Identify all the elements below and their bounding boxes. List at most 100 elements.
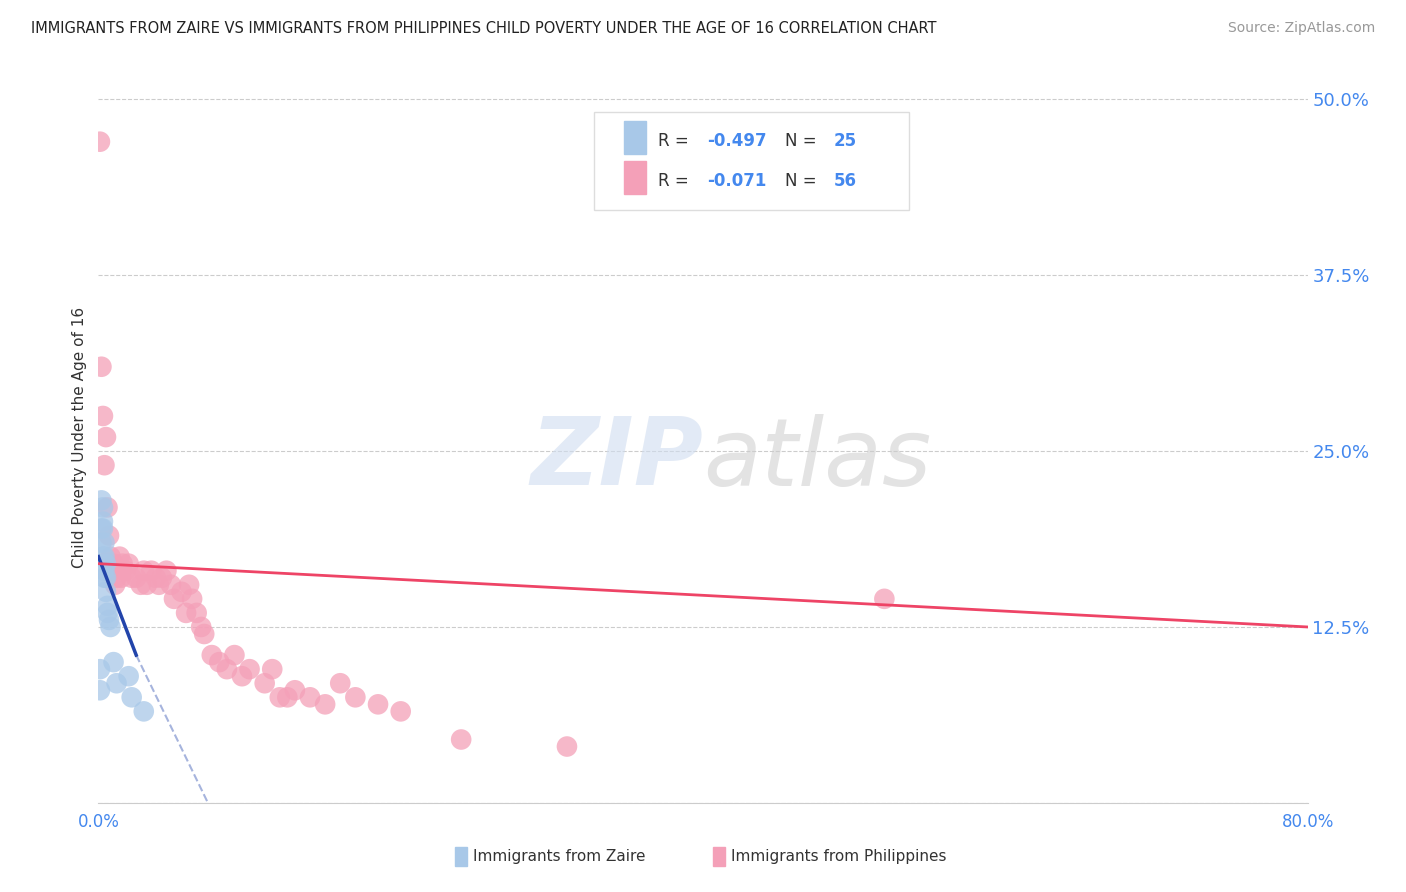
- FancyBboxPatch shape: [595, 112, 908, 211]
- Text: atlas: atlas: [703, 414, 931, 505]
- Point: [118, 669, 141, 683]
- Text: Immigrants from Zaire: Immigrants from Zaire: [474, 848, 645, 863]
- Point: [132, 705, 155, 719]
- Point: [253, 676, 276, 690]
- Point: [231, 669, 253, 683]
- Text: R =: R =: [658, 171, 695, 190]
- Point: [160, 578, 183, 592]
- Point: [94, 584, 117, 599]
- Point: [145, 571, 167, 585]
- Point: [132, 564, 155, 578]
- Text: 25: 25: [834, 132, 856, 150]
- Bar: [624, 161, 647, 194]
- Point: [93, 535, 115, 549]
- Text: N =: N =: [785, 132, 823, 150]
- Text: N =: N =: [785, 171, 823, 190]
- Point: [100, 549, 122, 564]
- Point: [89, 683, 111, 698]
- Point: [129, 578, 152, 592]
- Point: [329, 676, 352, 690]
- Point: [103, 655, 125, 669]
- Point: [94, 430, 117, 444]
- Point: [108, 549, 131, 564]
- Point: [276, 690, 298, 705]
- Point: [284, 683, 307, 698]
- Point: [262, 662, 284, 676]
- Point: [239, 662, 262, 676]
- Text: -0.497: -0.497: [707, 132, 766, 150]
- Text: Immigrants from Philippines: Immigrants from Philippines: [731, 848, 946, 863]
- Point: [100, 620, 122, 634]
- Point: [90, 535, 112, 549]
- Point: [135, 578, 157, 592]
- Point: [186, 606, 208, 620]
- Point: [96, 500, 118, 515]
- Point: [94, 571, 117, 585]
- Point: [389, 705, 412, 719]
- Text: Source: ZipAtlas.com: Source: ZipAtlas.com: [1227, 21, 1375, 35]
- Point: [118, 557, 141, 571]
- Point: [190, 620, 212, 634]
- Point: [224, 648, 246, 662]
- Point: [110, 571, 132, 585]
- Point: [555, 739, 578, 754]
- Point: [91, 515, 114, 529]
- Point: [269, 690, 291, 705]
- Bar: [456, 847, 467, 866]
- Point: [193, 627, 215, 641]
- Bar: [624, 121, 647, 154]
- Point: [179, 578, 201, 592]
- Text: IMMIGRANTS FROM ZAIRE VS IMMIGRANTS FROM PHILIPPINES CHILD POVERTY UNDER THE AGE: IMMIGRANTS FROM ZAIRE VS IMMIGRANTS FROM…: [31, 21, 936, 36]
- Point: [314, 698, 336, 712]
- Point: [93, 549, 115, 564]
- Point: [90, 359, 112, 374]
- Point: [89, 135, 111, 149]
- Text: -0.071: -0.071: [707, 171, 766, 190]
- Point: [93, 571, 115, 585]
- Y-axis label: Child Poverty Under the Age of 16: Child Poverty Under the Age of 16: [72, 307, 87, 567]
- Point: [208, 655, 231, 669]
- Point: [98, 613, 121, 627]
- Point: [121, 571, 143, 585]
- Point: [93, 564, 115, 578]
- Point: [121, 690, 143, 705]
- Point: [104, 578, 127, 592]
- Point: [89, 662, 111, 676]
- Point: [96, 606, 118, 620]
- Point: [91, 409, 114, 423]
- Point: [96, 599, 118, 613]
- Point: [299, 690, 322, 705]
- Point: [367, 698, 389, 712]
- Point: [125, 571, 148, 585]
- Text: R =: R =: [658, 132, 695, 150]
- Point: [98, 528, 121, 542]
- Point: [163, 591, 186, 606]
- Point: [181, 591, 204, 606]
- Point: [114, 564, 136, 578]
- Point: [105, 571, 128, 585]
- Point: [94, 557, 117, 571]
- Point: [111, 557, 134, 571]
- Bar: [713, 847, 724, 866]
- Text: 56: 56: [834, 171, 856, 190]
- Point: [90, 521, 112, 535]
- Point: [201, 648, 224, 662]
- Point: [105, 676, 128, 690]
- Point: [150, 571, 173, 585]
- Point: [170, 584, 193, 599]
- Point: [873, 591, 896, 606]
- Point: [91, 549, 114, 564]
- Point: [344, 690, 367, 705]
- Point: [93, 458, 115, 473]
- Point: [90, 493, 112, 508]
- Point: [103, 557, 125, 571]
- Point: [148, 578, 170, 592]
- Point: [174, 606, 197, 620]
- Point: [155, 564, 177, 578]
- Point: [450, 732, 472, 747]
- Point: [91, 521, 114, 535]
- Point: [91, 500, 114, 515]
- Point: [215, 662, 238, 676]
- Point: [101, 564, 124, 578]
- Text: ZIP: ZIP: [530, 413, 703, 505]
